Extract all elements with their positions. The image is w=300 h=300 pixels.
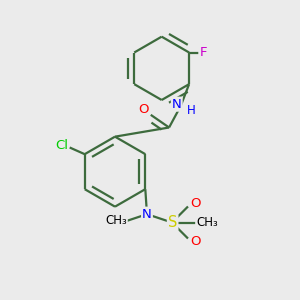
Text: N: N	[142, 208, 152, 221]
Text: Cl: Cl	[55, 139, 68, 152]
Text: CH₃: CH₃	[105, 214, 127, 227]
Text: H: H	[186, 104, 195, 117]
Text: S: S	[168, 215, 177, 230]
Text: O: O	[190, 235, 201, 248]
Text: O: O	[190, 197, 201, 210]
Text: O: O	[138, 103, 149, 116]
Text: F: F	[199, 46, 207, 59]
Text: N: N	[172, 98, 182, 111]
Text: CH₃: CH₃	[196, 216, 218, 229]
